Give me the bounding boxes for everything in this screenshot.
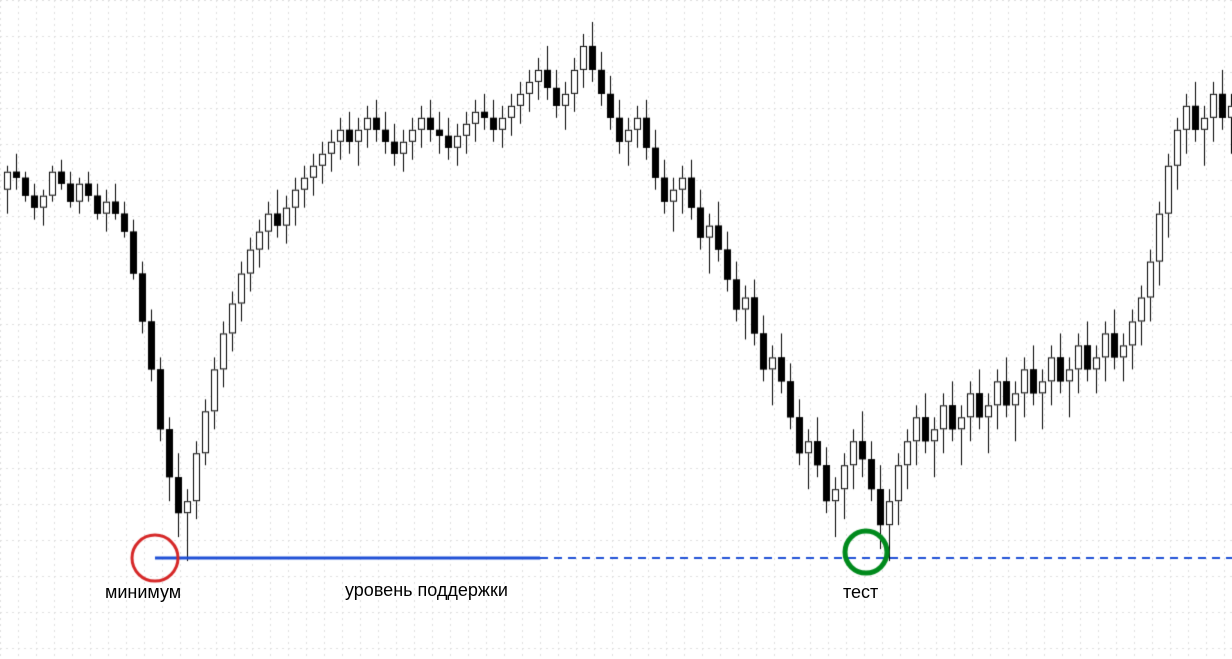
label-support-level: уровень поддержки [345,580,508,601]
label-minimum: минимум [105,582,181,603]
label-test: тест [843,582,878,603]
candlestick-chart [0,0,1232,659]
